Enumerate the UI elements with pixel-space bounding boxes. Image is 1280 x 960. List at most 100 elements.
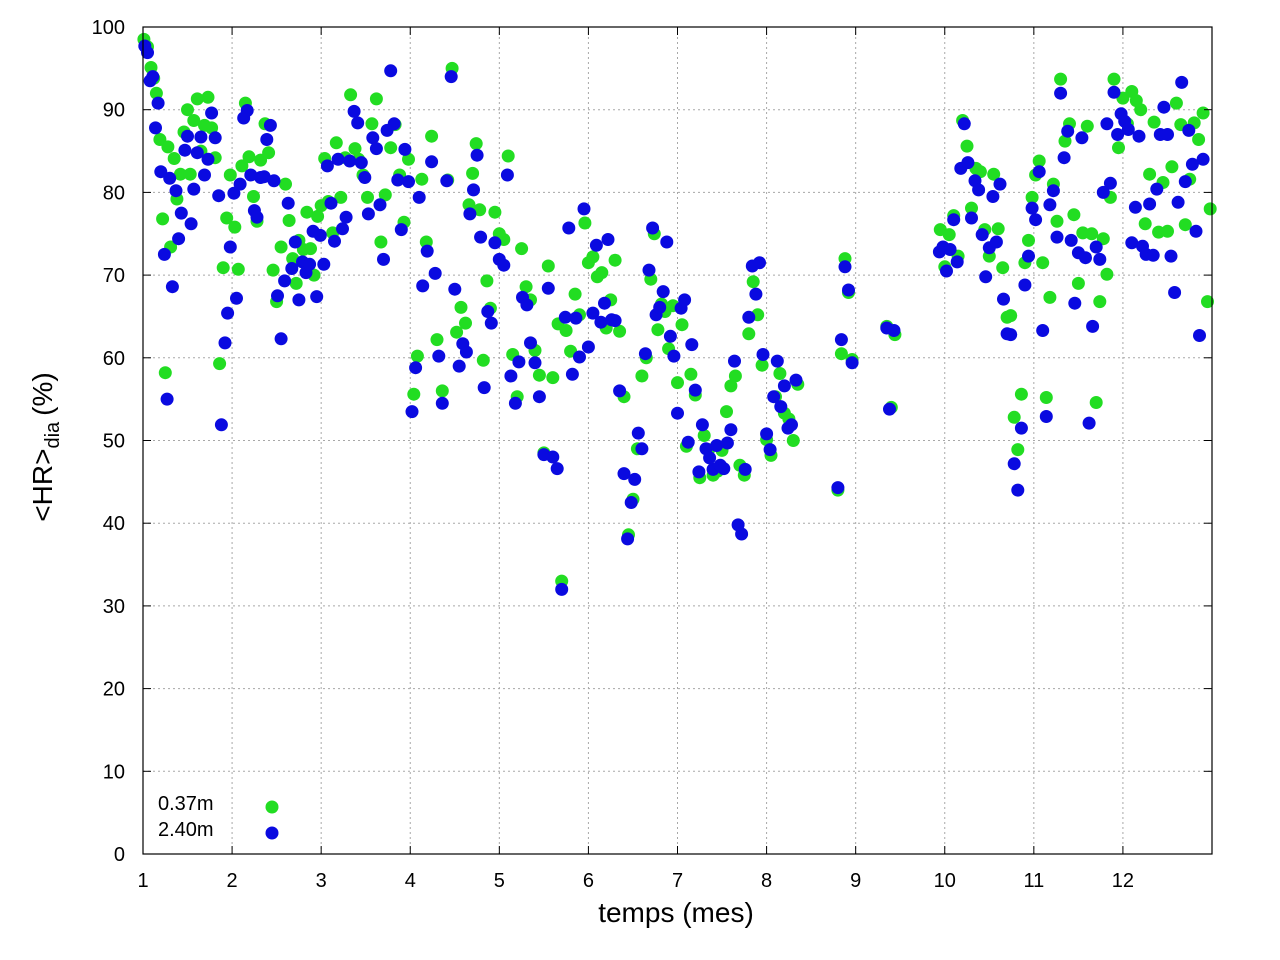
data-point <box>481 305 495 318</box>
y-tick-label: 70 <box>103 265 125 287</box>
data-point <box>1039 391 1053 404</box>
data-point <box>198 168 211 182</box>
data-point <box>541 281 555 295</box>
data-point <box>384 64 398 78</box>
data-point <box>300 205 314 219</box>
data-point <box>474 230 488 244</box>
data-point <box>631 426 645 440</box>
data-point <box>786 434 800 447</box>
x-tick-label: 3 <box>316 870 327 892</box>
data-point <box>947 213 961 227</box>
data-point <box>374 235 388 249</box>
data-point <box>1036 256 1050 270</box>
data-point <box>286 252 300 266</box>
data-point <box>420 244 434 258</box>
data-point <box>1085 227 1099 241</box>
y-tick-label: 60 <box>103 348 125 370</box>
data-points <box>137 32 1217 596</box>
data-point <box>165 280 179 294</box>
data-point <box>1107 85 1121 99</box>
data-point <box>407 387 421 401</box>
data-point <box>233 177 247 191</box>
data-point <box>181 129 194 143</box>
data-point <box>834 333 848 347</box>
data-point <box>1068 296 1082 310</box>
data-point <box>989 235 1003 249</box>
data-point <box>501 149 515 163</box>
data-point <box>558 310 572 324</box>
data-point <box>728 354 741 368</box>
data-point <box>477 381 491 395</box>
data-point <box>266 263 280 277</box>
data-point <box>1100 267 1114 281</box>
data-point <box>1054 72 1068 86</box>
data-point <box>1004 309 1018 323</box>
data-point <box>1018 278 1032 292</box>
data-point <box>1025 201 1039 215</box>
data-point <box>1146 248 1160 262</box>
data-point <box>317 257 331 271</box>
y-tick-label: 100 <box>92 17 125 39</box>
data-point <box>1112 141 1125 155</box>
data-point <box>351 116 365 130</box>
data-point <box>1007 457 1021 471</box>
data-point <box>838 260 852 274</box>
data-point <box>289 276 303 290</box>
data-point <box>428 266 442 280</box>
data-point <box>1175 75 1189 89</box>
data-point <box>174 206 188 220</box>
data-point <box>1057 151 1071 165</box>
data-point <box>671 406 684 420</box>
data-point <box>675 318 689 332</box>
data-point <box>402 152 415 166</box>
data-point <box>220 211 234 225</box>
data-point <box>1121 123 1135 136</box>
data-point <box>488 205 502 219</box>
data-point <box>555 582 569 596</box>
data-point <box>1050 230 1064 244</box>
data-point <box>151 96 165 110</box>
data-point <box>1100 117 1114 131</box>
data-point <box>1046 184 1060 198</box>
data-point <box>991 222 1005 236</box>
data-point <box>500 168 514 182</box>
data-point <box>228 220 242 234</box>
data-point <box>190 146 204 160</box>
data-point <box>515 242 529 256</box>
data-point <box>720 405 733 419</box>
data-point <box>589 238 603 252</box>
data-point <box>435 384 449 398</box>
data-point <box>240 104 254 117</box>
data-point <box>1138 217 1152 231</box>
data-point <box>440 174 454 188</box>
x-tick-label: 1 <box>137 870 148 892</box>
data-point <box>262 146 276 160</box>
data-point <box>942 228 956 242</box>
data-point <box>444 70 458 84</box>
data-point <box>753 256 766 270</box>
data-point <box>410 349 424 363</box>
data-point <box>684 367 698 381</box>
grid <box>143 27 1212 854</box>
data-point <box>785 418 798 432</box>
legend: 0.37m 2.40m <box>158 793 279 841</box>
data-point <box>1093 295 1107 309</box>
data-point <box>416 279 430 293</box>
y-tick-label: 20 <box>103 679 125 701</box>
data-point <box>546 450 560 464</box>
data-point <box>519 280 533 294</box>
data-point <box>703 451 717 465</box>
data-point <box>1161 224 1174 238</box>
data-point <box>546 371 560 385</box>
data-point <box>1161 128 1174 141</box>
data-point <box>263 118 277 132</box>
data-point <box>432 349 446 363</box>
data-point <box>979 270 993 284</box>
data-point <box>450 325 464 339</box>
data-point <box>473 203 487 217</box>
data-point <box>512 355 526 369</box>
data-point <box>1196 152 1210 166</box>
data-point <box>328 234 341 248</box>
data-point <box>409 361 423 375</box>
data-point <box>201 90 215 104</box>
